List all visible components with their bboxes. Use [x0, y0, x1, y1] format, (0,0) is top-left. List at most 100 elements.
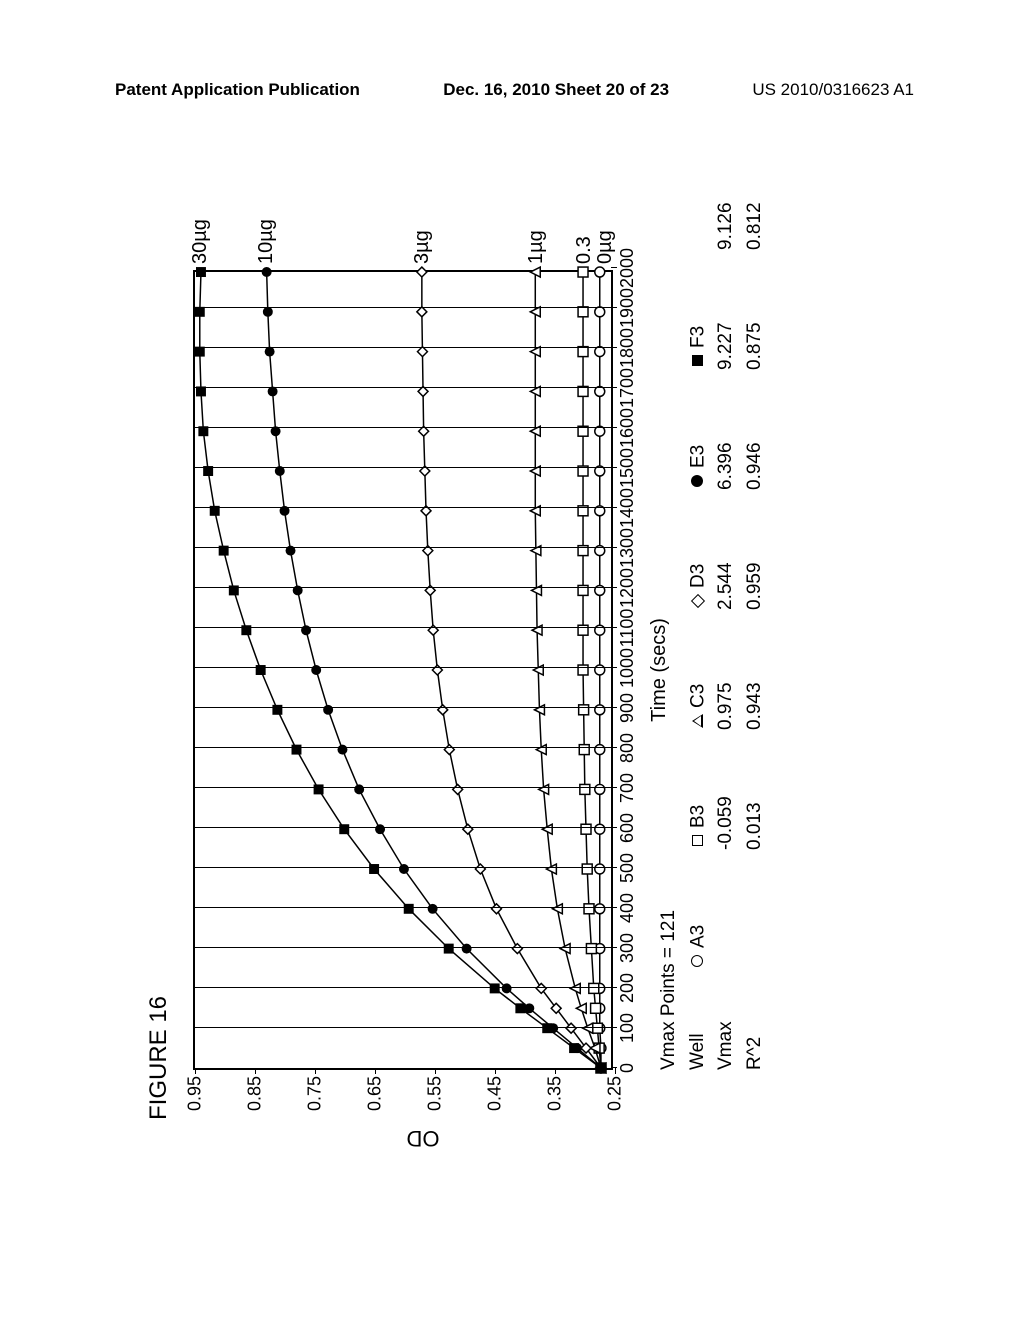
- gridline: [195, 707, 611, 708]
- xtick-label: 1500: [611, 448, 638, 488]
- xtick-label: 500: [611, 853, 638, 883]
- xtick-label: 600: [611, 813, 638, 843]
- legend-label: Well: [684, 970, 713, 1070]
- legend-block: Vmax Points = 121 Well A3 B3 C3 D3 E3 F3 Vmax -0…: [655, 130, 769, 1070]
- legend-marker-icon: [692, 356, 703, 367]
- gridline: [195, 987, 611, 988]
- series-end-label: 10µg: [255, 219, 278, 264]
- legend-value: 0.959: [741, 490, 770, 610]
- figure-container: FIGURE 16 OD 010020030040050060070080090…: [15, 220, 1015, 1080]
- xtick-label: 1300: [611, 528, 638, 568]
- xtick-label: 1200: [611, 568, 638, 608]
- legend-value: 6.396: [712, 370, 741, 490]
- series-end-label: 3µg: [411, 230, 434, 264]
- page-header: Patent Application Publication Dec. 16, …: [0, 80, 1024, 100]
- series-end-label: 30µg: [189, 219, 212, 264]
- ytick-label: 0.35: [545, 1068, 566, 1111]
- gridline: [195, 507, 611, 508]
- legend-row: Vmax -0.0590.9752.5446.3969.2279.126: [712, 130, 741, 1070]
- series-end-label: 1µg: [525, 230, 548, 264]
- xtick-label: 200: [611, 973, 638, 1003]
- gridline: [195, 667, 611, 668]
- legend-label: Vmax: [712, 970, 741, 1070]
- legend-value: -0.059: [712, 730, 741, 850]
- xtick-label: 700: [611, 773, 638, 803]
- gridline: [195, 827, 611, 828]
- legend-marker-icon: [692, 836, 703, 847]
- legend-well-cell: F3: [684, 250, 713, 370]
- legend-well-cell: E3: [684, 370, 713, 490]
- legend-marker-icon: [692, 714, 703, 728]
- gridline: [195, 787, 611, 788]
- gridline: [195, 867, 611, 868]
- legend-value: 9.227: [712, 250, 741, 370]
- gridline: [195, 1027, 611, 1028]
- ytick-label: 0.75: [305, 1068, 326, 1111]
- legend-value: 0.946: [741, 370, 770, 490]
- legend-well-cell: A3: [684, 850, 713, 970]
- legend-well-cell: B3: [684, 730, 713, 850]
- legend-well-cell: C3: [684, 610, 713, 730]
- ytick-label: 0.85: [245, 1068, 266, 1111]
- figure-title: FIGURE 16: [145, 150, 173, 1120]
- ytick-label: 0.65: [365, 1068, 386, 1111]
- gridline: [195, 627, 611, 628]
- legend-value: 0.812: [741, 130, 770, 250]
- gridline: [195, 387, 611, 388]
- y-axis-label: OD: [407, 1125, 440, 1151]
- xtick-label: 300: [611, 933, 638, 963]
- legend-well-name: C3: [687, 684, 708, 708]
- legend-well-name: B3: [687, 805, 708, 828]
- xtick-label: 1800: [611, 328, 638, 368]
- xtick-label: 1100: [611, 609, 638, 648]
- vmax-points: Vmax Points = 121: [655, 130, 684, 1070]
- legend-well-name: D3: [687, 564, 708, 588]
- legend-marker-icon: [691, 475, 703, 487]
- legend-well-name: F3: [687, 326, 708, 348]
- ytick-label: 0.25: [605, 1068, 626, 1111]
- ytick-label: 0.55: [425, 1068, 446, 1111]
- header-center: Dec. 16, 2010 Sheet 20 of 23: [443, 80, 669, 100]
- header-right: US 2010/0316623 A1: [752, 80, 914, 100]
- ytick-label: 0.45: [485, 1068, 506, 1111]
- xtick-label: 900: [611, 693, 638, 723]
- gridline: [195, 307, 611, 308]
- xtick-label: 400: [611, 893, 638, 923]
- xtick-label: 1600: [611, 408, 638, 448]
- gridline: [195, 547, 611, 548]
- xtick-label: 800: [611, 733, 638, 763]
- xtick-label: 1400: [611, 488, 638, 528]
- legend-marker-icon: [690, 594, 704, 608]
- gridline: [195, 747, 611, 748]
- legend-row: R^2 0.0130.9430.9590.9460.8750.812: [741, 130, 770, 1070]
- xtick-label: 100: [611, 1013, 638, 1043]
- legend-label: R^2: [741, 970, 770, 1070]
- legend-value: 0.975: [712, 610, 741, 730]
- legend-value: 9.126: [712, 130, 741, 250]
- legend-value: 0.875: [741, 250, 770, 370]
- legend-value: 0.013: [741, 730, 770, 850]
- gridline: [195, 947, 611, 948]
- plot-area: 0100200300400500600700800900100011001200…: [193, 270, 613, 1070]
- series-end-label: 0.3: [573, 236, 596, 264]
- header-left: Patent Application Publication: [115, 80, 360, 100]
- gridline: [195, 347, 611, 348]
- legend-value: 2.544: [712, 490, 741, 610]
- legend-value: [741, 850, 770, 970]
- legend-well-name: E3: [687, 445, 708, 468]
- legend-value: [712, 850, 741, 970]
- gridline: [195, 907, 611, 908]
- gridline: [195, 587, 611, 588]
- legend-row-well: Well A3 B3 C3 D3 E3 F3: [684, 130, 713, 1070]
- xtick-label: 1900: [611, 288, 638, 328]
- xtick-label: 1000: [611, 648, 638, 688]
- legend-well-name: A3: [687, 925, 708, 948]
- chart: OD 0100200300400500600700800900100011001…: [183, 190, 663, 1150]
- legend-well-cell: D3: [684, 490, 713, 610]
- gridline: [195, 427, 611, 428]
- legend-value: 0.943: [741, 610, 770, 730]
- xtick-label: 1700: [611, 368, 638, 408]
- legend-marker-icon: [691, 955, 703, 967]
- ytick-label: 0.95: [185, 1068, 206, 1111]
- series-svg: [195, 272, 613, 1068]
